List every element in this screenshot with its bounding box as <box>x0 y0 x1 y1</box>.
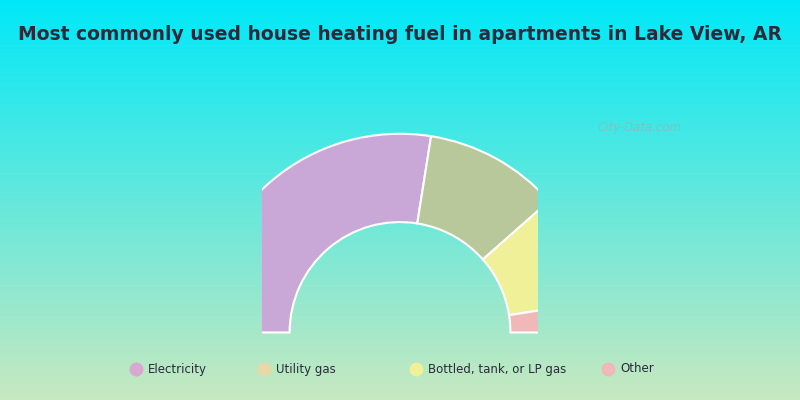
Wedge shape <box>509 301 598 332</box>
Text: Bottled, tank, or LP gas: Bottled, tank, or LP gas <box>428 362 566 376</box>
Text: City-Data.com: City-Data.com <box>598 122 682 134</box>
Wedge shape <box>418 136 549 260</box>
Text: Other: Other <box>620 362 654 376</box>
Text: Electricity: Electricity <box>148 362 207 376</box>
Text: Utility gas: Utility gas <box>276 362 336 376</box>
Wedge shape <box>202 134 431 332</box>
Text: Most commonly used house heating fuel in apartments in Lake View, AR: Most commonly used house heating fuel in… <box>18 25 782 44</box>
Wedge shape <box>483 201 596 315</box>
